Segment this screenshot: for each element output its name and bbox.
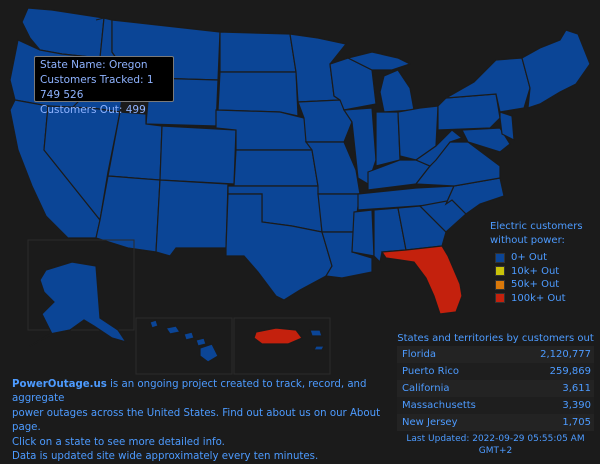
legend-label-1: 10k+ Out — [511, 265, 560, 277]
legend-swatch-2 — [495, 279, 505, 290]
state-colorado[interactable] — [159, 125, 237, 185]
state-georgia[interactable] — [397, 205, 447, 251]
tooltip-customers-tracked: Customers Tracked: 1 749 526 — [40, 74, 154, 101]
legend-label-2: 50k+ Out — [511, 279, 560, 291]
tooltip-customers-out: Customers Out: 499 — [40, 104, 146, 116]
state-new-jersey[interactable] — [499, 111, 515, 142]
row-value: 3,611 — [511, 380, 594, 397]
legend-swatch-0 — [495, 252, 505, 263]
alaska-inset-frame — [27, 239, 135, 331]
legend-label-0: 0+ Out — [511, 252, 548, 264]
row-name[interactable]: Florida — [397, 346, 512, 363]
state-florida[interactable] — [380, 245, 463, 315]
table-row[interactable]: Florida 2,120,777 — [397, 346, 594, 363]
last-updated: Last Updated: 2022-09-29 05:55:05 AM GMT… — [397, 433, 594, 457]
state-indiana[interactable] — [375, 111, 401, 167]
table-row[interactable]: Massachusetts 3,390 — [397, 397, 594, 414]
state-maryland[interactable] — [461, 127, 511, 153]
about-line2: power outages across the United States. … — [12, 407, 381, 434]
state-west-virginia[interactable] — [414, 129, 464, 167]
state-michigan[interactable] — [379, 69, 415, 113]
row-value: 2,120,777 — [511, 346, 594, 363]
state-kansas[interactable] — [233, 149, 319, 187]
table-row[interactable]: California 3,611 — [397, 380, 594, 397]
legend-swatch-1 — [495, 266, 505, 277]
state-virginia[interactable] — [414, 141, 501, 187]
row-value: 259,869 — [511, 363, 594, 380]
legend-swatch-3 — [495, 293, 505, 304]
last-updated-line2: GMT+2 — [478, 446, 513, 456]
state-texas[interactable] — [225, 193, 333, 301]
table-row[interactable]: Puerto Rico 259,869 — [397, 363, 594, 380]
state-arizona[interactable] — [95, 175, 161, 253]
ranking-title: States and territories by customers out — [397, 333, 594, 344]
state-south-dakota[interactable] — [217, 71, 299, 117]
last-updated-line1: Last Updated: 2022-09-29 05:55:05 AM — [406, 434, 585, 444]
legend-item-0: 0+ Out — [495, 251, 583, 265]
legend-item-3: 100k+ Out — [495, 292, 583, 306]
legend-item-2: 50k+ Out — [495, 278, 583, 292]
tooltip-state-name: State Name: Oregon — [40, 59, 148, 71]
state-new-england[interactable] — [521, 29, 591, 109]
state-hawaii[interactable] — [149, 319, 219, 363]
row-value: 1,705 — [511, 414, 594, 431]
state-pennsylvania[interactable] — [437, 93, 501, 131]
row-name[interactable]: New Jersey — [397, 414, 512, 431]
puerto-rico-inset-frame — [233, 317, 331, 375]
legend: Electric customers without power: 0+ Out… — [490, 220, 583, 305]
state-mississippi[interactable] — [351, 209, 375, 257]
legend-title: Electric customers without power: — [490, 220, 583, 248]
territory-virgin-islands[interactable] — [309, 329, 325, 351]
state-north-dakota[interactable] — [219, 31, 297, 73]
state-new-mexico[interactable] — [155, 179, 229, 257]
table-row[interactable]: New Jersey 1,705 — [397, 414, 594, 431]
about-line1: PowerOutage.us is an ongoing project cre… — [12, 378, 392, 407]
legend-label-3: 100k+ Out — [511, 292, 566, 304]
row-name[interactable]: Puerto Rico — [397, 363, 512, 380]
about-text: PowerOutage.us is an ongoing project cre… — [12, 378, 392, 464]
state-michigan-upper[interactable] — [346, 51, 412, 71]
site-name-link[interactable]: PowerOutage.us — [12, 379, 107, 390]
legend-item-1: 10k+ Out — [495, 265, 583, 279]
legend-title-line2: without power: — [490, 235, 565, 246]
state-nevada[interactable] — [43, 105, 121, 222]
about-line3: Click on a state to see more detailed in… — [12, 436, 225, 448]
ranking-table: Florida 2,120,777 Puerto Rico 259,869 Ca… — [397, 346, 594, 431]
territory-puerto-rico[interactable] — [253, 327, 303, 345]
about-line4: Data is updated site wide approximately … — [12, 451, 319, 463]
state-tooltip: State Name: Oregon Customers Tracked: 1 … — [34, 56, 174, 116]
row-name[interactable]: California — [397, 380, 512, 397]
state-alaska[interactable] — [29, 261, 128, 347]
hawaii-inset-frame — [135, 317, 233, 375]
legend-title-line1: Electric customers — [490, 221, 583, 232]
row-name[interactable]: Massachusetts — [397, 397, 512, 414]
outage-ranking-panel: States and territories by customers out … — [397, 331, 594, 457]
about-line1-text: is an ongoing project created to track, … — [12, 379, 367, 405]
row-value: 3,390 — [511, 397, 594, 414]
